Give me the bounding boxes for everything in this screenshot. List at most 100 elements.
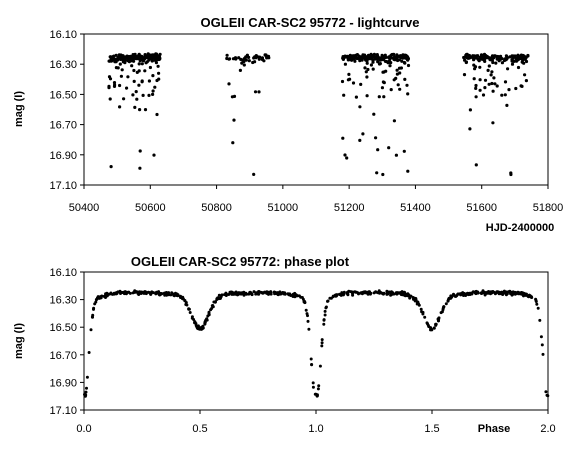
data-point: [315, 394, 319, 398]
data-point: [450, 294, 454, 298]
data-point: [318, 364, 322, 368]
data-point: [465, 52, 469, 57]
data-point: [480, 292, 484, 295]
data-point: [137, 293, 141, 296]
data-point: [504, 54, 508, 58]
data-point: [520, 60, 524, 64]
data-point: [473, 67, 477, 71]
data-point: [304, 308, 308, 312]
data-point: [85, 386, 88, 390]
data-point: [119, 74, 123, 78]
data-point: [490, 81, 494, 86]
data-point: [520, 292, 523, 296]
data-point: [252, 290, 256, 294]
x-tick-label: 50800: [201, 202, 232, 214]
data-point: [529, 295, 533, 298]
data-point: [364, 70, 368, 74]
data-point: [392, 119, 396, 123]
data-point: [474, 163, 478, 167]
data-point: [111, 292, 115, 296]
data-point: [295, 294, 299, 298]
data-point: [94, 300, 98, 304]
data-point: [426, 323, 430, 327]
y-tick-label: 16.30: [49, 59, 77, 71]
data-point: [359, 291, 363, 295]
data-point: [231, 141, 235, 145]
data-point: [536, 306, 540, 310]
data-point: [303, 301, 307, 305]
data-point: [462, 73, 467, 77]
data-point: [351, 293, 355, 297]
data-point: [151, 74, 155, 78]
data-point: [406, 92, 410, 96]
data-point: [353, 59, 357, 63]
data-point: [381, 57, 385, 61]
data-point: [348, 77, 352, 81]
data-point: [184, 303, 188, 306]
data-point: [500, 61, 504, 65]
data-point: [364, 57, 368, 62]
data-point: [112, 57, 116, 61]
data-point: [372, 112, 376, 116]
data-point: [151, 92, 155, 96]
data-point: [112, 84, 117, 88]
data-point: [405, 83, 409, 87]
data-point: [392, 78, 396, 82]
data-point: [204, 318, 208, 322]
data-point: [154, 52, 159, 56]
data-point: [247, 292, 251, 296]
data-point: [188, 311, 192, 314]
data-point: [472, 63, 476, 67]
data-point: [382, 95, 386, 99]
data-point: [149, 54, 153, 58]
data-point: [472, 58, 476, 62]
data-point: [487, 82, 491, 86]
data-point: [406, 294, 410, 298]
data-point: [491, 89, 495, 93]
y-tick-label: 17.10: [49, 405, 77, 417]
data-point: [389, 88, 393, 92]
y-tick-label: 16.70: [49, 120, 77, 132]
data-point: [269, 291, 273, 295]
data-point: [398, 87, 402, 91]
data-point: [187, 307, 191, 311]
data-point: [421, 310, 425, 314]
data-point: [376, 60, 380, 64]
x-tick-label: 51600: [466, 202, 497, 214]
data-point: [499, 57, 503, 61]
data-point: [411, 296, 415, 299]
data-point: [320, 344, 324, 348]
data-point: [380, 86, 384, 90]
y-tick-label: 16.10: [49, 267, 77, 279]
y-tick-label: 16.10: [49, 29, 77, 41]
data-point: [492, 76, 496, 80]
data-point: [151, 89, 155, 93]
data-point: [109, 165, 113, 169]
data-point: [514, 291, 517, 295]
data-point: [114, 66, 118, 70]
data-point: [387, 146, 391, 150]
data-point: [358, 58, 362, 62]
lightcurve-series: [107, 52, 530, 177]
data-point: [150, 290, 154, 294]
data-point: [472, 77, 476, 81]
data-point: [541, 352, 545, 356]
x-tick-label: 50600: [135, 202, 166, 214]
data-point: [523, 73, 527, 77]
data-point: [521, 56, 525, 60]
data-point: [133, 52, 137, 57]
data-point: [504, 290, 508, 294]
data-point: [468, 108, 472, 112]
data-point: [232, 118, 236, 122]
data-point: [387, 55, 391, 59]
data-point: [495, 84, 499, 88]
data-point: [378, 62, 382, 66]
x-tick-label: 2.0: [540, 423, 555, 435]
data-point: [256, 55, 260, 59]
data-point: [276, 293, 280, 297]
data-point: [252, 172, 256, 176]
data-point: [363, 290, 367, 294]
data-point: [503, 93, 507, 97]
x-tick-label: 0.0: [76, 423, 91, 435]
data-point: [374, 57, 378, 61]
